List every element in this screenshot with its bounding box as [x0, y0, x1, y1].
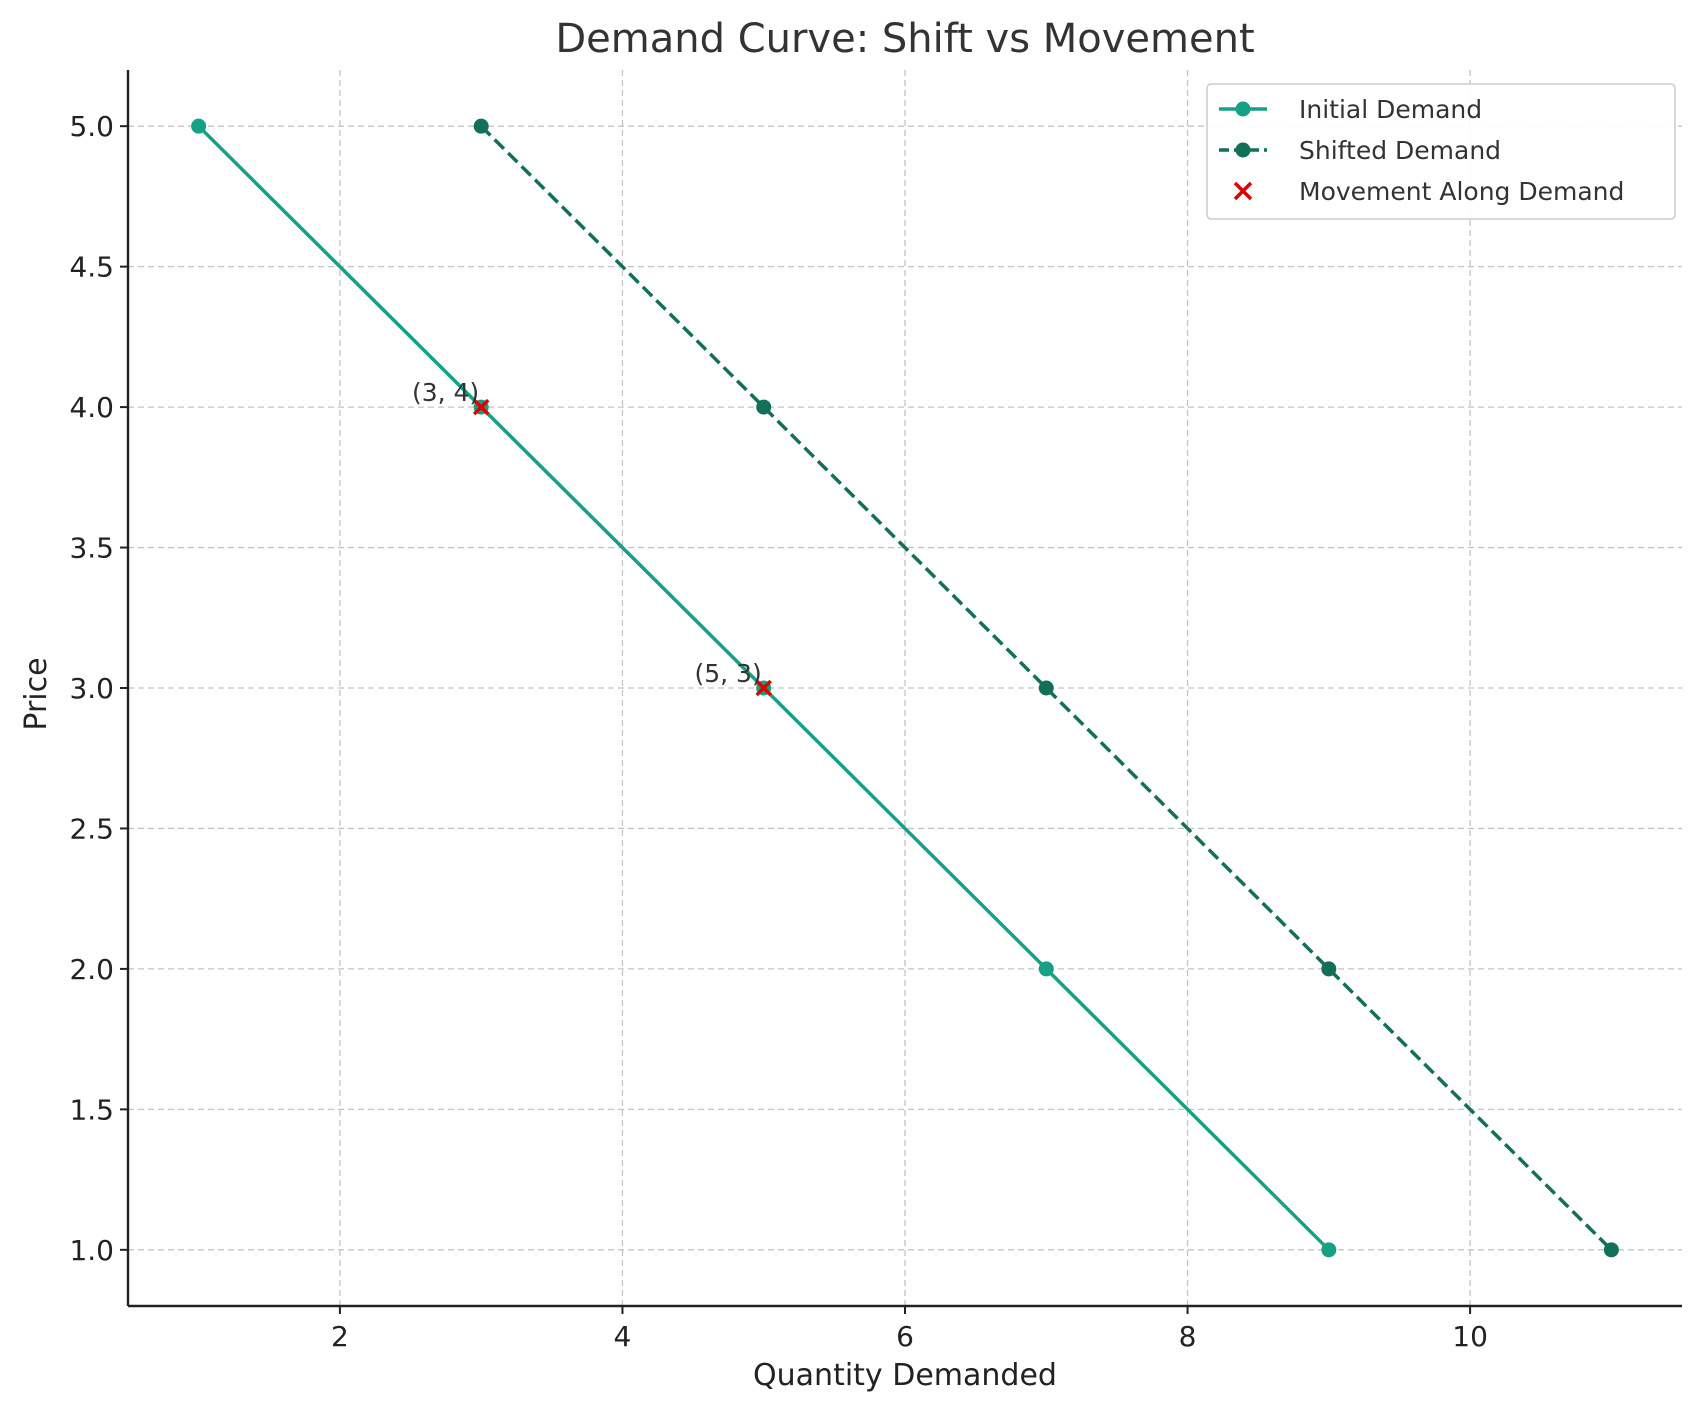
y-tick-label: 1.0 — [69, 1234, 114, 1267]
initial-demand-point — [1038, 961, 1054, 977]
shifted-demand-point — [756, 399, 772, 415]
movement-along-demand-point — [472, 398, 490, 416]
shifted-demand-point — [1038, 680, 1054, 696]
x-marker-stroke — [472, 398, 490, 416]
legend: Initial Demand Shifted Demand Movement Alo… — [1206, 83, 1676, 220]
shifted-demand-point — [1321, 961, 1337, 977]
legend-box — [1206, 83, 1676, 220]
annotation-label: (5, 3) — [695, 659, 762, 688]
movement-along-demand-point — [755, 679, 772, 697]
y-axis-label: Price — [19, 657, 54, 730]
grid-lines — [128, 70, 1682, 1306]
initial-demand-point — [191, 118, 207, 134]
x-marker-stroke — [1233, 181, 1253, 201]
annotations: (3, 4) (5, 3) — [412, 378, 762, 688]
y-tick-label: 3.0 — [69, 672, 114, 705]
legend-movement-along-demand-label: Movement Along Demand — [1299, 177, 1624, 206]
y-tick-label: 2.5 — [69, 812, 114, 845]
y-tick-label: 1.5 — [69, 1093, 114, 1126]
plot-series — [191, 118, 1619, 1258]
y-tick-label: 4.0 — [69, 391, 114, 424]
y-tick-label: 2.0 — [69, 953, 114, 986]
y-tick-label: 4.5 — [69, 251, 114, 284]
initial-demand-point — [1321, 1242, 1337, 1258]
x-marker-stroke — [755, 679, 772, 697]
x-tick-label: 10 — [1452, 1320, 1488, 1353]
legend-initial-demand-label: Initial Demand — [1299, 95, 1482, 124]
legend-shifted-demand-label: Shifted Demand — [1299, 136, 1501, 165]
legend-shifted-demand-marker — [1235, 142, 1251, 158]
x-axis-label: Quantity Demanded — [753, 1358, 1057, 1393]
chart-title: Demand Curve: Shift vs Movement — [555, 16, 1254, 62]
legend-movement-along-demand-marker — [1233, 181, 1253, 201]
x-tick-label: 2 — [331, 1320, 349, 1353]
y-tick-label: 3.5 — [69, 532, 114, 565]
x-tick-label: 6 — [896, 1320, 914, 1353]
shifted-demand-point — [1603, 1242, 1619, 1258]
legend-initial-demand-marker — [1235, 101, 1251, 117]
x-tick-label: 4 — [614, 1320, 632, 1353]
y-tick-label: 5.0 — [69, 110, 114, 143]
x-tick-label: 8 — [1179, 1320, 1197, 1353]
shifted-demand-point — [473, 118, 489, 134]
annotation-label: (3, 4) — [412, 378, 479, 407]
axes: 2 4 6 8 10 1.0 1.5 2.0 2.5 3.0 3.5 4.0 4.5 5.0 — [69, 70, 1682, 1353]
